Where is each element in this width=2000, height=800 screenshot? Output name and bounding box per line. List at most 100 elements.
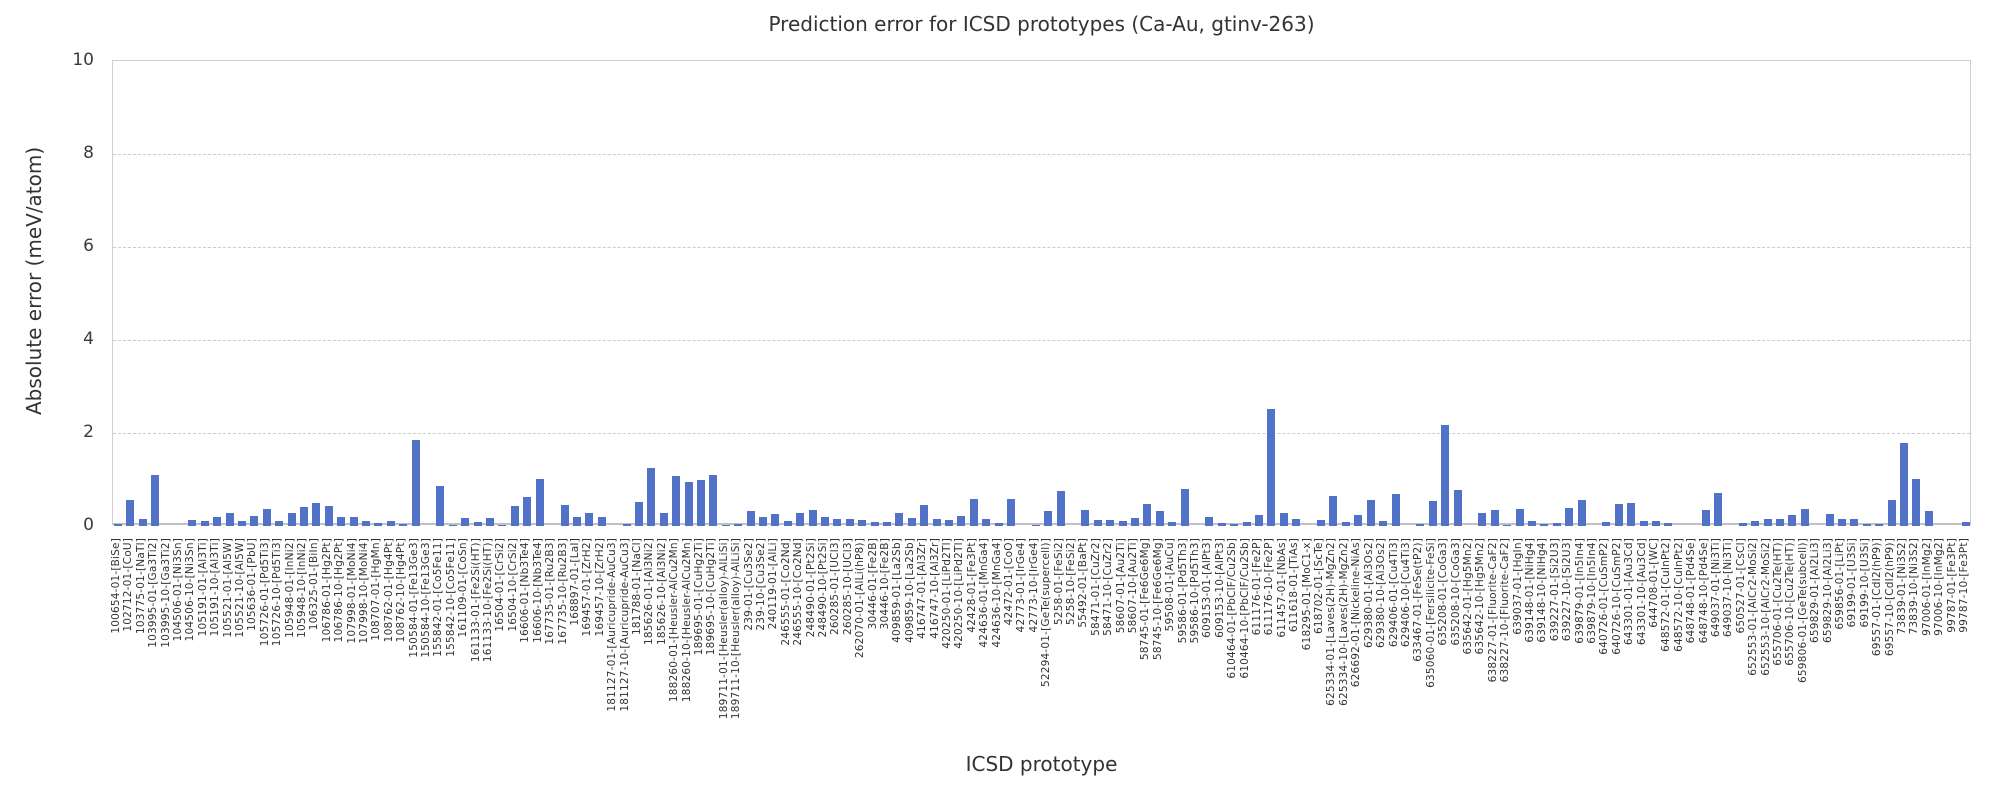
x-tick-label: 189695-01-[CuHg2Ti] — [692, 538, 705, 656]
chart-title: Prediction error for ICSD prototypes (Ca… — [768, 12, 1315, 36]
x-tick-label: 161133-01-[Fe2Si(HT)] — [469, 538, 482, 663]
x-tick-label: 655706-01-[Cu2Te(HT)] — [1772, 538, 1784, 666]
bar — [1441, 425, 1450, 526]
x-tick-label: 16606-10-[Nb3Te4] — [531, 538, 544, 643]
x-tick-label: 107998-10-[MoNi4] — [358, 538, 371, 644]
bar — [1838, 519, 1847, 526]
x-tick-label: 105948-01-[InNi2] — [283, 538, 296, 638]
bar — [1118, 521, 1127, 526]
bar — [1230, 524, 1239, 526]
x-tick-label: 69199-01-[U3Si] — [1846, 538, 1859, 628]
x-tick-label: 648748-10-[Pd4Se] — [1697, 538, 1710, 644]
x-tick-label: 169457-01-[ZrH2] — [581, 538, 594, 637]
x-tick-label: 103775-01-[NaTl] — [134, 538, 147, 635]
x-tick-label: 58607-10-[Au2Ti] — [1127, 538, 1140, 634]
bar — [771, 514, 780, 526]
x-tick-label: 635208-10-[CoGa3] — [1449, 538, 1462, 646]
bar — [300, 507, 309, 526]
bar — [1453, 490, 1462, 526]
bar — [721, 525, 730, 526]
bar — [275, 521, 284, 526]
x-tick-label: 105948-10-[InNi2] — [296, 538, 309, 638]
bar — [461, 518, 470, 526]
x-tick-label: 648748-01-[Pd4Se] — [1685, 538, 1698, 644]
x-tick-label: 108762-01-[Hg4Pt] — [382, 538, 395, 643]
x-tick-label: 5258-01-[FeSi2] — [1052, 538, 1065, 626]
x-tick-label: 611176-10-[Fe2P] — [1263, 538, 1276, 636]
bar — [1577, 500, 1586, 526]
bar — [362, 521, 371, 526]
x-tick-label: 626692-01-[Nickeline-NiAs] — [1350, 538, 1363, 688]
bar — [845, 519, 854, 526]
x-tick-label: 409859-10-[La2Sb] — [903, 538, 916, 643]
bar — [920, 505, 929, 526]
bar — [684, 482, 693, 526]
x-tick-label: 655706-10-[Cu2Te(HT)] — [1784, 538, 1797, 666]
x-tick-label: 639227-01-[Si2U3] — [1548, 538, 1561, 642]
bar — [1143, 504, 1152, 526]
x-tick-label: 168897-01-[LaI] — [568, 538, 581, 626]
x-tick-label: 239-01-[Cu3Se2] — [742, 538, 755, 631]
x-tick-label: 262070-01-[AlLi(hP8)] — [854, 538, 867, 659]
x-tick-label: 188260-10-[Heusler-AlCu2Mn] — [680, 538, 693, 703]
x-tick-label: 58745-01-[Fe6Ge6Mg] — [1139, 538, 1152, 660]
bar — [386, 521, 395, 526]
bar — [114, 524, 122, 526]
x-tick-label: 659856-01-[LiPt] — [1834, 538, 1847, 630]
x-tick-label: 59508-01-[AuCu] — [1164, 538, 1177, 632]
bar — [758, 517, 767, 526]
x-tick-label: 107998-01-[MoNi4] — [345, 538, 358, 644]
x-tick-label: 424636-10-[MnGa4] — [990, 538, 1003, 648]
x-tick-label: 639037-01-[HgIn] — [1511, 538, 1524, 635]
bar — [994, 523, 1003, 526]
bar — [1242, 522, 1251, 526]
bar — [1627, 503, 1636, 526]
x-tick-label: 97006-01-[InMg2] — [1920, 538, 1933, 636]
x-tick-label: 105191-10-[Al3Ti] — [209, 538, 222, 637]
bar — [1093, 520, 1102, 526]
bar — [1267, 409, 1276, 526]
bar — [1031, 525, 1040, 526]
x-tick-label: 260285-01-[UCl3] — [829, 538, 842, 636]
y-tick-label-6: 6 — [83, 236, 94, 256]
x-tick-label: 618295-01-[MoC1-x] — [1300, 538, 1313, 651]
x-tick-label: 106786-01-[Hg2Pt] — [320, 538, 333, 643]
bar — [634, 502, 643, 526]
x-tick-label: 649037-10-[Ni3Ti] — [1722, 538, 1735, 638]
x-tick-label: 155842-01-[Co5Fe11] — [432, 538, 445, 657]
bar — [1639, 521, 1648, 526]
x-tick-label: 635060-01-[Fersilicite-FeSi] — [1424, 538, 1437, 688]
x-tick-label: 611457-01-[NbAs] — [1275, 538, 1288, 638]
bar — [783, 521, 792, 526]
x-tick-label: 30446-10-[Fe2B] — [878, 538, 891, 630]
bar — [1552, 523, 1561, 526]
x-tick-label: 42773-01-[IrGe4] — [1015, 538, 1028, 633]
x-tick-label: 659829-10-[Al2Li3] — [1821, 538, 1834, 644]
bar — [1701, 510, 1710, 526]
bar — [188, 520, 197, 526]
x-tick-label: 625334-10-[Laves(2H)-MgZn2] — [1337, 538, 1350, 706]
bar — [1912, 479, 1921, 526]
bar — [796, 513, 805, 526]
bar — [734, 524, 743, 526]
bar — [312, 503, 321, 526]
x-tick-label: 69557-01-[CdI2(hP9)] — [1871, 538, 1884, 657]
x-tick-label: 240119-01-[AlLi] — [767, 538, 780, 630]
bar — [1131, 518, 1140, 526]
x-tick-label: 181127-10-[Auricupride-AuCu3] — [618, 538, 631, 712]
bar — [1180, 489, 1189, 526]
bar — [1354, 515, 1363, 526]
x-tick-label: 150584-10-[Fe13Ge3] — [420, 538, 433, 658]
bar — [1428, 501, 1437, 526]
bar — [1887, 500, 1896, 526]
bar — [746, 511, 755, 526]
bar — [374, 523, 383, 526]
bar — [1081, 510, 1090, 526]
bar — [473, 522, 482, 526]
bar — [126, 500, 135, 526]
x-tick-label: 416747-10-[Al3Zr] — [928, 538, 941, 639]
bar — [225, 513, 234, 526]
bar — [1788, 515, 1797, 526]
x-tick-label: 629380-01-[Al3Os2] — [1362, 538, 1375, 649]
